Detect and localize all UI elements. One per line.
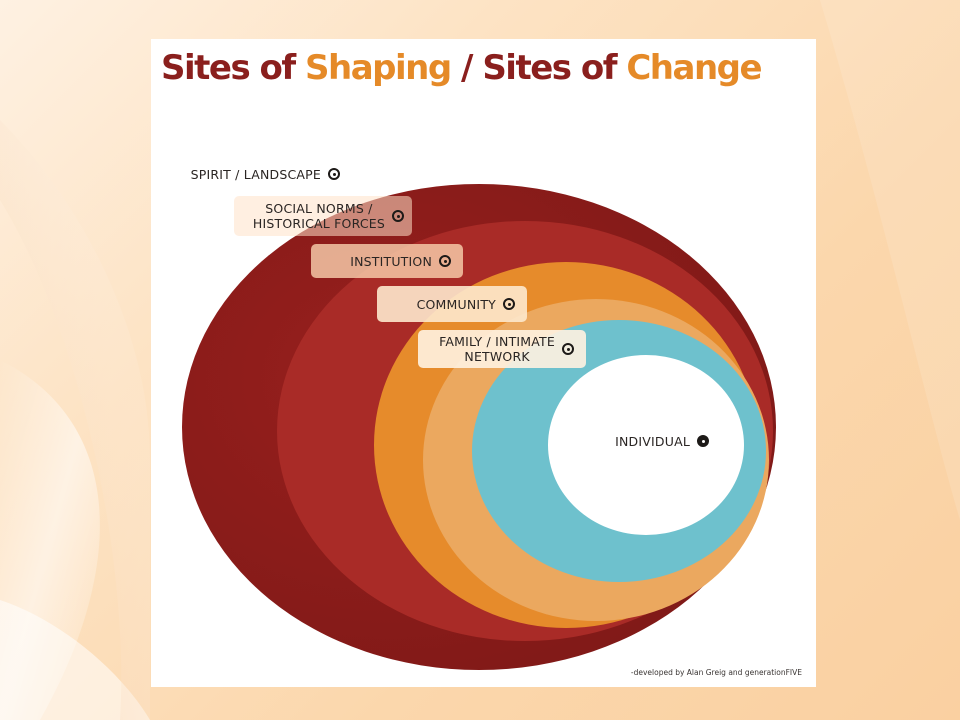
label-spirit-landscape-text: SPIRIT / LANDSCAPE <box>190 166 321 182</box>
ring-individual <box>548 355 744 535</box>
label-community: COMMUNITY <box>377 286 527 322</box>
label-family-network-text: FAMILY / INTIMATE NETWORK <box>439 334 555 364</box>
title-separator: / <box>461 48 473 88</box>
label-individual-text: INDIVIDUAL <box>615 433 690 449</box>
label-individual: INDIVIDUAL <box>591 429 709 453</box>
target-dot-icon <box>328 168 340 180</box>
target-dot-icon <box>697 435 709 447</box>
label-institution: INSTITUTION <box>311 244 463 278</box>
label-institution-text: INSTITUTION <box>350 253 432 269</box>
diagram-panel: Sites of Shaping / Sites of Change SPIRI… <box>151 39 816 687</box>
label-social-norms-text: SOCIAL NORMS / HISTORICAL FORCES <box>252 201 385 231</box>
label-social-norms: SOCIAL NORMS / HISTORICAL FORCES <box>234 196 412 236</box>
title-part-4: Change <box>626 48 762 88</box>
label-family-network: FAMILY / INTIMATE NETWORK <box>418 330 586 368</box>
diagram-title: Sites of Shaping / Sites of Change <box>161 43 811 93</box>
target-dot-icon <box>439 255 451 267</box>
title-part-3: Sites of <box>482 48 617 88</box>
target-dot-icon <box>562 343 574 355</box>
title-part-2: Shaping <box>305 48 452 88</box>
target-dot-icon <box>392 210 404 222</box>
title-part-1: Sites of <box>161 48 296 88</box>
label-community-text: COMMUNITY <box>416 296 496 312</box>
credit-text: -developed by Alan Greig and generationF… <box>630 668 802 677</box>
target-dot-icon <box>503 298 515 310</box>
label-spirit-landscape: SPIRIT / LANDSCAPE <box>165 160 340 188</box>
